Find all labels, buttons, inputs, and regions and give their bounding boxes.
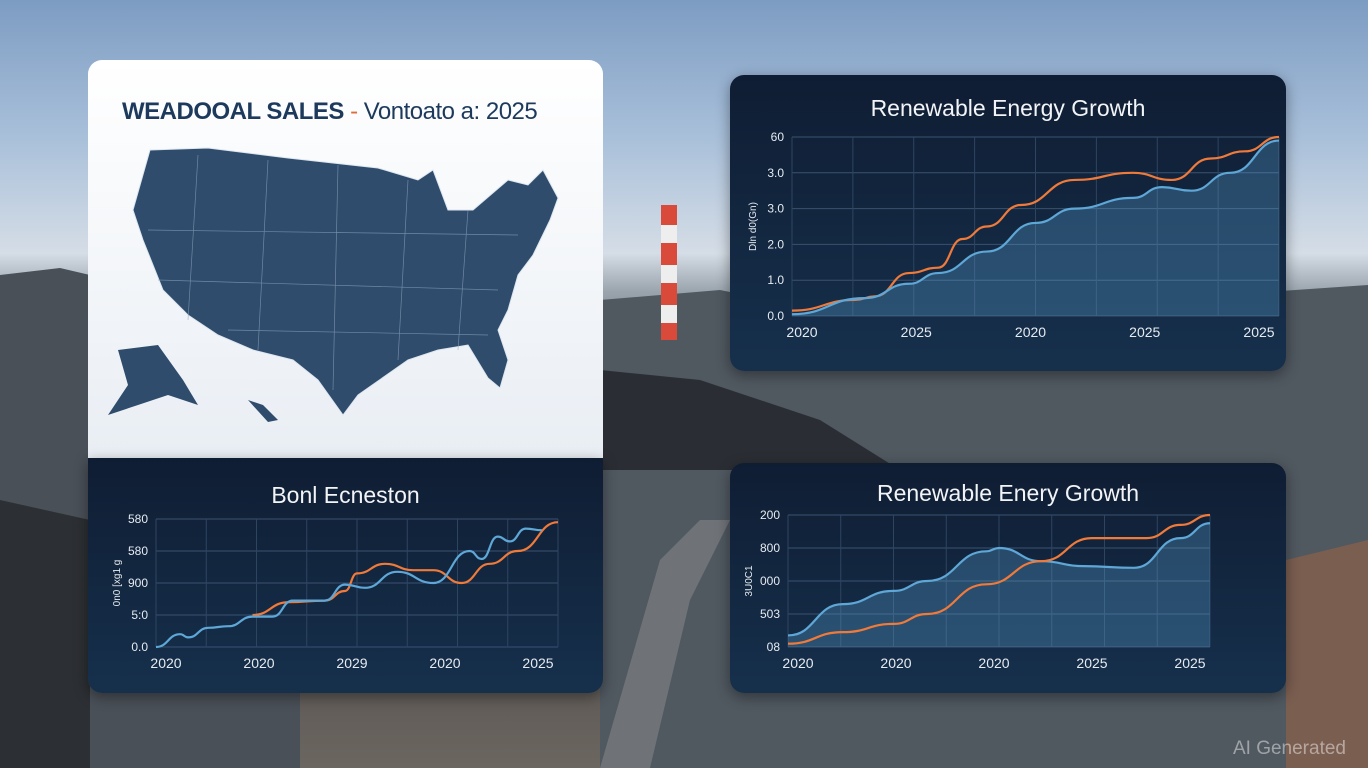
x-tick-label: 2025	[522, 655, 553, 671]
series-line-blue	[155, 527, 542, 649]
x-tick-label: 2020	[243, 655, 274, 671]
x-tick-label: 2025	[1174, 655, 1205, 671]
y-axis-label: 3U0C1	[744, 565, 755, 597]
y-tick-label: 900	[128, 576, 148, 590]
x-tick-label: 2020	[786, 324, 817, 340]
y-axis-label: Dln d0(Gn)	[748, 202, 759, 251]
chart-title: Bonl Ecneston	[271, 482, 420, 508]
y-tick-label: 2.0	[767, 237, 784, 251]
chart-title: Renewable Energy Growth	[870, 95, 1146, 121]
y-tick-label: 000	[760, 574, 780, 588]
x-tick-label: 2020	[978, 655, 1009, 671]
us-map	[108, 147, 559, 422]
series-area-blue	[788, 523, 1210, 647]
y-tick-label: 3.0	[767, 202, 784, 216]
chart-panel-renewable-enery-growth: Renewable Enery Growth 08 503 000 800 200 202…	[730, 463, 1286, 693]
y-tick-label: 60	[771, 130, 785, 144]
map-panel: WEADOOAL SALES - Vontoato a: 2025	[88, 60, 603, 458]
chart-panel-renewable-energy-growth: Renewable Energy Growth 0.0 1.0 2.0 3.0 3.0 6…	[730, 75, 1286, 371]
y-tick-label: 800	[760, 541, 780, 555]
highway	[600, 520, 730, 768]
map-title: WEADOOAL SALES - Vontoato a: 2025	[122, 98, 538, 125]
line-chart: 0.0 1.0 2.0 3.0 3.0 60 2020 2025 2020 2025 2025 Dln…	[748, 130, 1280, 340]
y-tick-label: 1.0	[767, 273, 784, 287]
x-tick-label: 2020	[150, 655, 181, 671]
x-tick-label: 2029	[336, 655, 367, 671]
y-tick-label: 503	[760, 607, 780, 621]
x-tick-label: 2020	[1015, 324, 1046, 340]
x-tick-label: 2025	[901, 324, 932, 340]
y-tick-label: 0.0	[131, 640, 148, 654]
watermark: AI Generated	[1232, 738, 1346, 759]
x-tick-label: 2025	[1076, 655, 1107, 671]
line-chart: 0.0 5:0 900 580 580 2020 2020 2029 2020 2025 0n0 […	[112, 512, 559, 671]
chart-panel-bonl-ecneston: Bonl Ecneston 0.0 5:0 900 580 580 2020 2020 202…	[88, 458, 603, 693]
y-tick-label: 0.0	[767, 309, 784, 323]
series-area-blue	[792, 140, 1279, 316]
y-tick-label: 3.0	[767, 166, 784, 180]
y-axis-label: 0n0 [xg1 g	[112, 560, 123, 607]
series-line-blue	[787, 522, 1211, 637]
x-tick-label: 2020	[782, 655, 813, 671]
y-tick-label: 08	[767, 640, 781, 654]
y-tick-label: 200	[760, 508, 780, 522]
y-tick-label: 580	[128, 544, 148, 558]
line-chart: 08 503 000 800 200 2020 2020 2020 2025 2025 3U0C1	[744, 508, 1211, 671]
y-tick-label: 580	[128, 512, 148, 526]
x-tick-label: 2020	[429, 655, 460, 671]
x-tick-label: 2020	[880, 655, 911, 671]
chart-title: Renewable Enery Growth	[876, 480, 1140, 506]
x-tick-label: 2025	[1129, 324, 1160, 340]
x-tick-label: 2025	[1243, 324, 1274, 340]
series-line-orange	[787, 513, 1211, 645]
series-line-blue	[791, 139, 1280, 316]
y-tick-label: 5:0	[131, 608, 148, 622]
